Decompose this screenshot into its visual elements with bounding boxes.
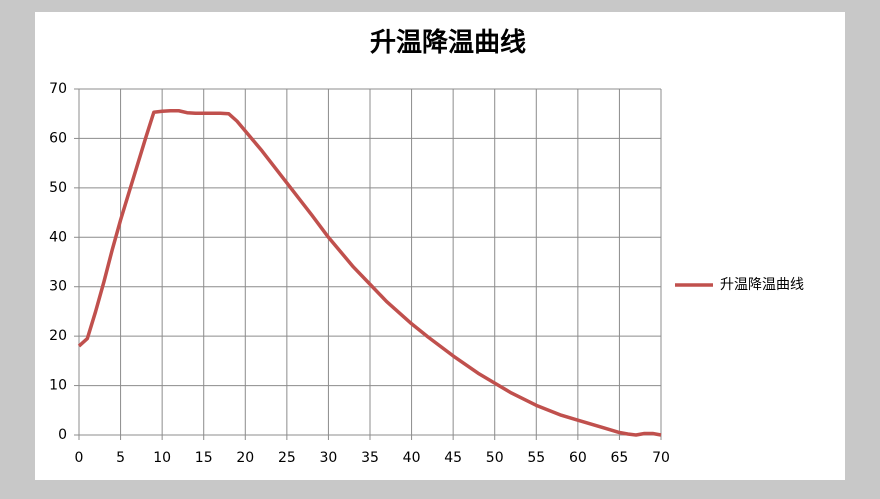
x-tick-label: 15 bbox=[195, 450, 213, 466]
x-tick-label: 65 bbox=[611, 450, 629, 466]
x-tick-label: 25 bbox=[278, 450, 296, 466]
x-tick-label: 55 bbox=[527, 450, 545, 466]
x-tick-label: 60 bbox=[569, 450, 587, 466]
y-tick-label: 70 bbox=[49, 81, 67, 97]
y-tick-label: 20 bbox=[49, 328, 67, 344]
chart-title: 升温降温曲线 bbox=[370, 28, 526, 58]
chart-panel bbox=[35, 12, 845, 480]
y-tick-label: 60 bbox=[49, 130, 67, 146]
y-tick-label: 40 bbox=[49, 229, 67, 245]
x-tick-label: 45 bbox=[444, 450, 462, 466]
x-tick-label: 70 bbox=[652, 450, 670, 466]
legend-label: 升温降温曲线 bbox=[720, 277, 804, 293]
x-tick-label: 10 bbox=[153, 450, 171, 466]
y-tick-label: 30 bbox=[49, 279, 67, 295]
x-tick-label: 50 bbox=[486, 450, 504, 466]
x-tick-label: 5 bbox=[116, 450, 125, 466]
x-tick-label: 40 bbox=[403, 450, 421, 466]
y-tick-label: 10 bbox=[49, 378, 67, 394]
x-tick-label: 35 bbox=[361, 450, 379, 466]
y-tick-label: 0 bbox=[58, 427, 67, 443]
x-tick-label: 30 bbox=[320, 450, 338, 466]
x-tick-label: 20 bbox=[236, 450, 254, 466]
y-tick-label: 50 bbox=[49, 180, 67, 196]
data-line bbox=[77, 108, 662, 437]
x-tick-label: 0 bbox=[75, 450, 84, 466]
